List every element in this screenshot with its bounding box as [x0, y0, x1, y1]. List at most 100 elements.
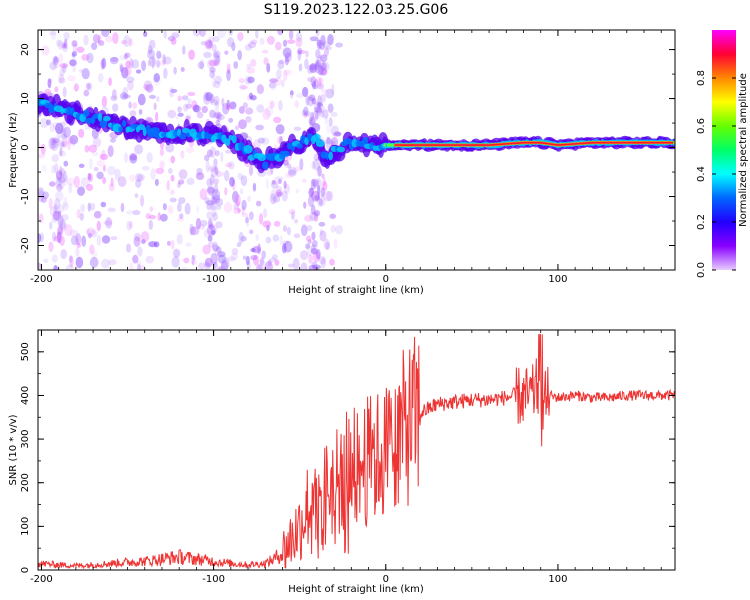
- streak-blob: [216, 111, 222, 123]
- noise-blob: [277, 178, 282, 184]
- noise-blob: [69, 229, 79, 237]
- noise-blob: [249, 211, 254, 221]
- colorbar-gradient: [712, 30, 736, 270]
- noise-blob: [256, 84, 265, 95]
- noise-blob: [38, 213, 44, 223]
- noise-blob: [217, 251, 226, 258]
- streak-blob: [204, 262, 211, 270]
- noise-blob: [329, 213, 336, 219]
- noise-blob: [153, 76, 161, 86]
- noise-blob: [53, 235, 61, 242]
- noise-blob: [316, 102, 323, 107]
- streak-blob: [61, 175, 69, 186]
- noise-blob: [226, 63, 231, 74]
- noise-blob: [196, 111, 204, 119]
- noise-blob: [228, 161, 235, 170]
- noise-blob: [227, 256, 236, 262]
- noise-blob: [296, 31, 303, 42]
- noise-blob: [208, 59, 218, 67]
- noise-blob: [71, 51, 78, 57]
- noise-blob: [261, 250, 267, 260]
- noise-blob: [61, 133, 68, 140]
- noise-blob: [245, 116, 252, 123]
- noise-blob: [216, 266, 226, 270]
- noise-blob: [168, 167, 173, 175]
- noise-blob: [292, 258, 300, 270]
- noise-blob: [211, 189, 221, 201]
- noise-blob: [293, 126, 302, 131]
- snr-y-ticks: 500 400 300 200 100 0: [20, 329, 675, 573]
- noise-blob: [76, 243, 82, 248]
- noise-blob: [85, 82, 91, 90]
- noise-blob: [129, 174, 135, 182]
- noise-blob: [129, 110, 137, 117]
- noise-blob: [62, 42, 66, 49]
- noise-blob: [146, 152, 153, 163]
- ridge-core: [60, 107, 65, 115]
- noise-blob: [121, 66, 129, 79]
- ridge-core: [313, 133, 321, 143]
- noise-blob: [75, 246, 80, 257]
- noise-blob: [59, 223, 64, 234]
- noise-blob: [176, 233, 183, 245]
- noise-blob: [222, 102, 230, 115]
- noise-blob: [255, 124, 264, 131]
- ridge-core: [83, 109, 90, 118]
- noise-blob: [322, 41, 330, 48]
- streak-blob: [209, 66, 216, 73]
- noise-blob: [169, 189, 175, 195]
- noise-blob: [132, 102, 138, 110]
- noise-blob: [141, 165, 150, 171]
- noise-blob: [334, 131, 342, 136]
- noise-blob: [322, 109, 329, 119]
- noise-blob: [155, 111, 159, 122]
- noise-blob: [107, 207, 116, 213]
- snr-y-tick-label: 100: [20, 517, 31, 536]
- streak-blob: [214, 100, 220, 112]
- streak-blob: [61, 220, 66, 232]
- streak-blob: [63, 197, 68, 208]
- noise-blob: [316, 195, 326, 207]
- noise-blob: [221, 257, 230, 270]
- noise-blob: [295, 189, 299, 194]
- noise-blob: [303, 201, 307, 209]
- streak-blob: [313, 79, 319, 90]
- streak-blob: [310, 247, 318, 255]
- ridge-core: [286, 142, 292, 150]
- noise-blob: [263, 208, 268, 219]
- noise-blob: [245, 107, 254, 115]
- noise-blob: [119, 64, 124, 73]
- noise-blob: [266, 62, 271, 73]
- noise-blob: [87, 82, 93, 92]
- noise-blob: [125, 243, 132, 253]
- streak-blob: [312, 110, 320, 120]
- noise-blob: [147, 45, 153, 55]
- noise-blob: [63, 160, 69, 167]
- noise-blob: [179, 213, 184, 220]
- noise-blob: [244, 75, 252, 85]
- streak-blob: [307, 96, 315, 107]
- noise-blob: [137, 93, 146, 106]
- noise-blob: [57, 226, 64, 238]
- noise-blob: [53, 265, 58, 270]
- streak-blob: [210, 196, 217, 205]
- noise-blob: [225, 104, 232, 111]
- spectrogram-x-axis-label: Height of straight line (km): [288, 285, 424, 296]
- noise-blob: [136, 174, 145, 182]
- noise-blob: [72, 66, 76, 73]
- noise-blob: [142, 83, 149, 91]
- streak-blob: [211, 44, 217, 52]
- noise-blob: [158, 54, 167, 59]
- noise-blob: [216, 54, 221, 64]
- ridge-core: [231, 134, 237, 144]
- ridge-core: [336, 146, 346, 153]
- noise-blob: [297, 47, 303, 55]
- streak-blob: [311, 239, 318, 248]
- spectrogram-y-tick-label: 10: [20, 92, 31, 105]
- noise-blob: [131, 59, 140, 69]
- noise-blob: [107, 145, 114, 157]
- noise-blob: [171, 256, 180, 268]
- noise-blob: [108, 77, 112, 86]
- noise-blob: [273, 116, 282, 124]
- noise-blob: [175, 114, 180, 120]
